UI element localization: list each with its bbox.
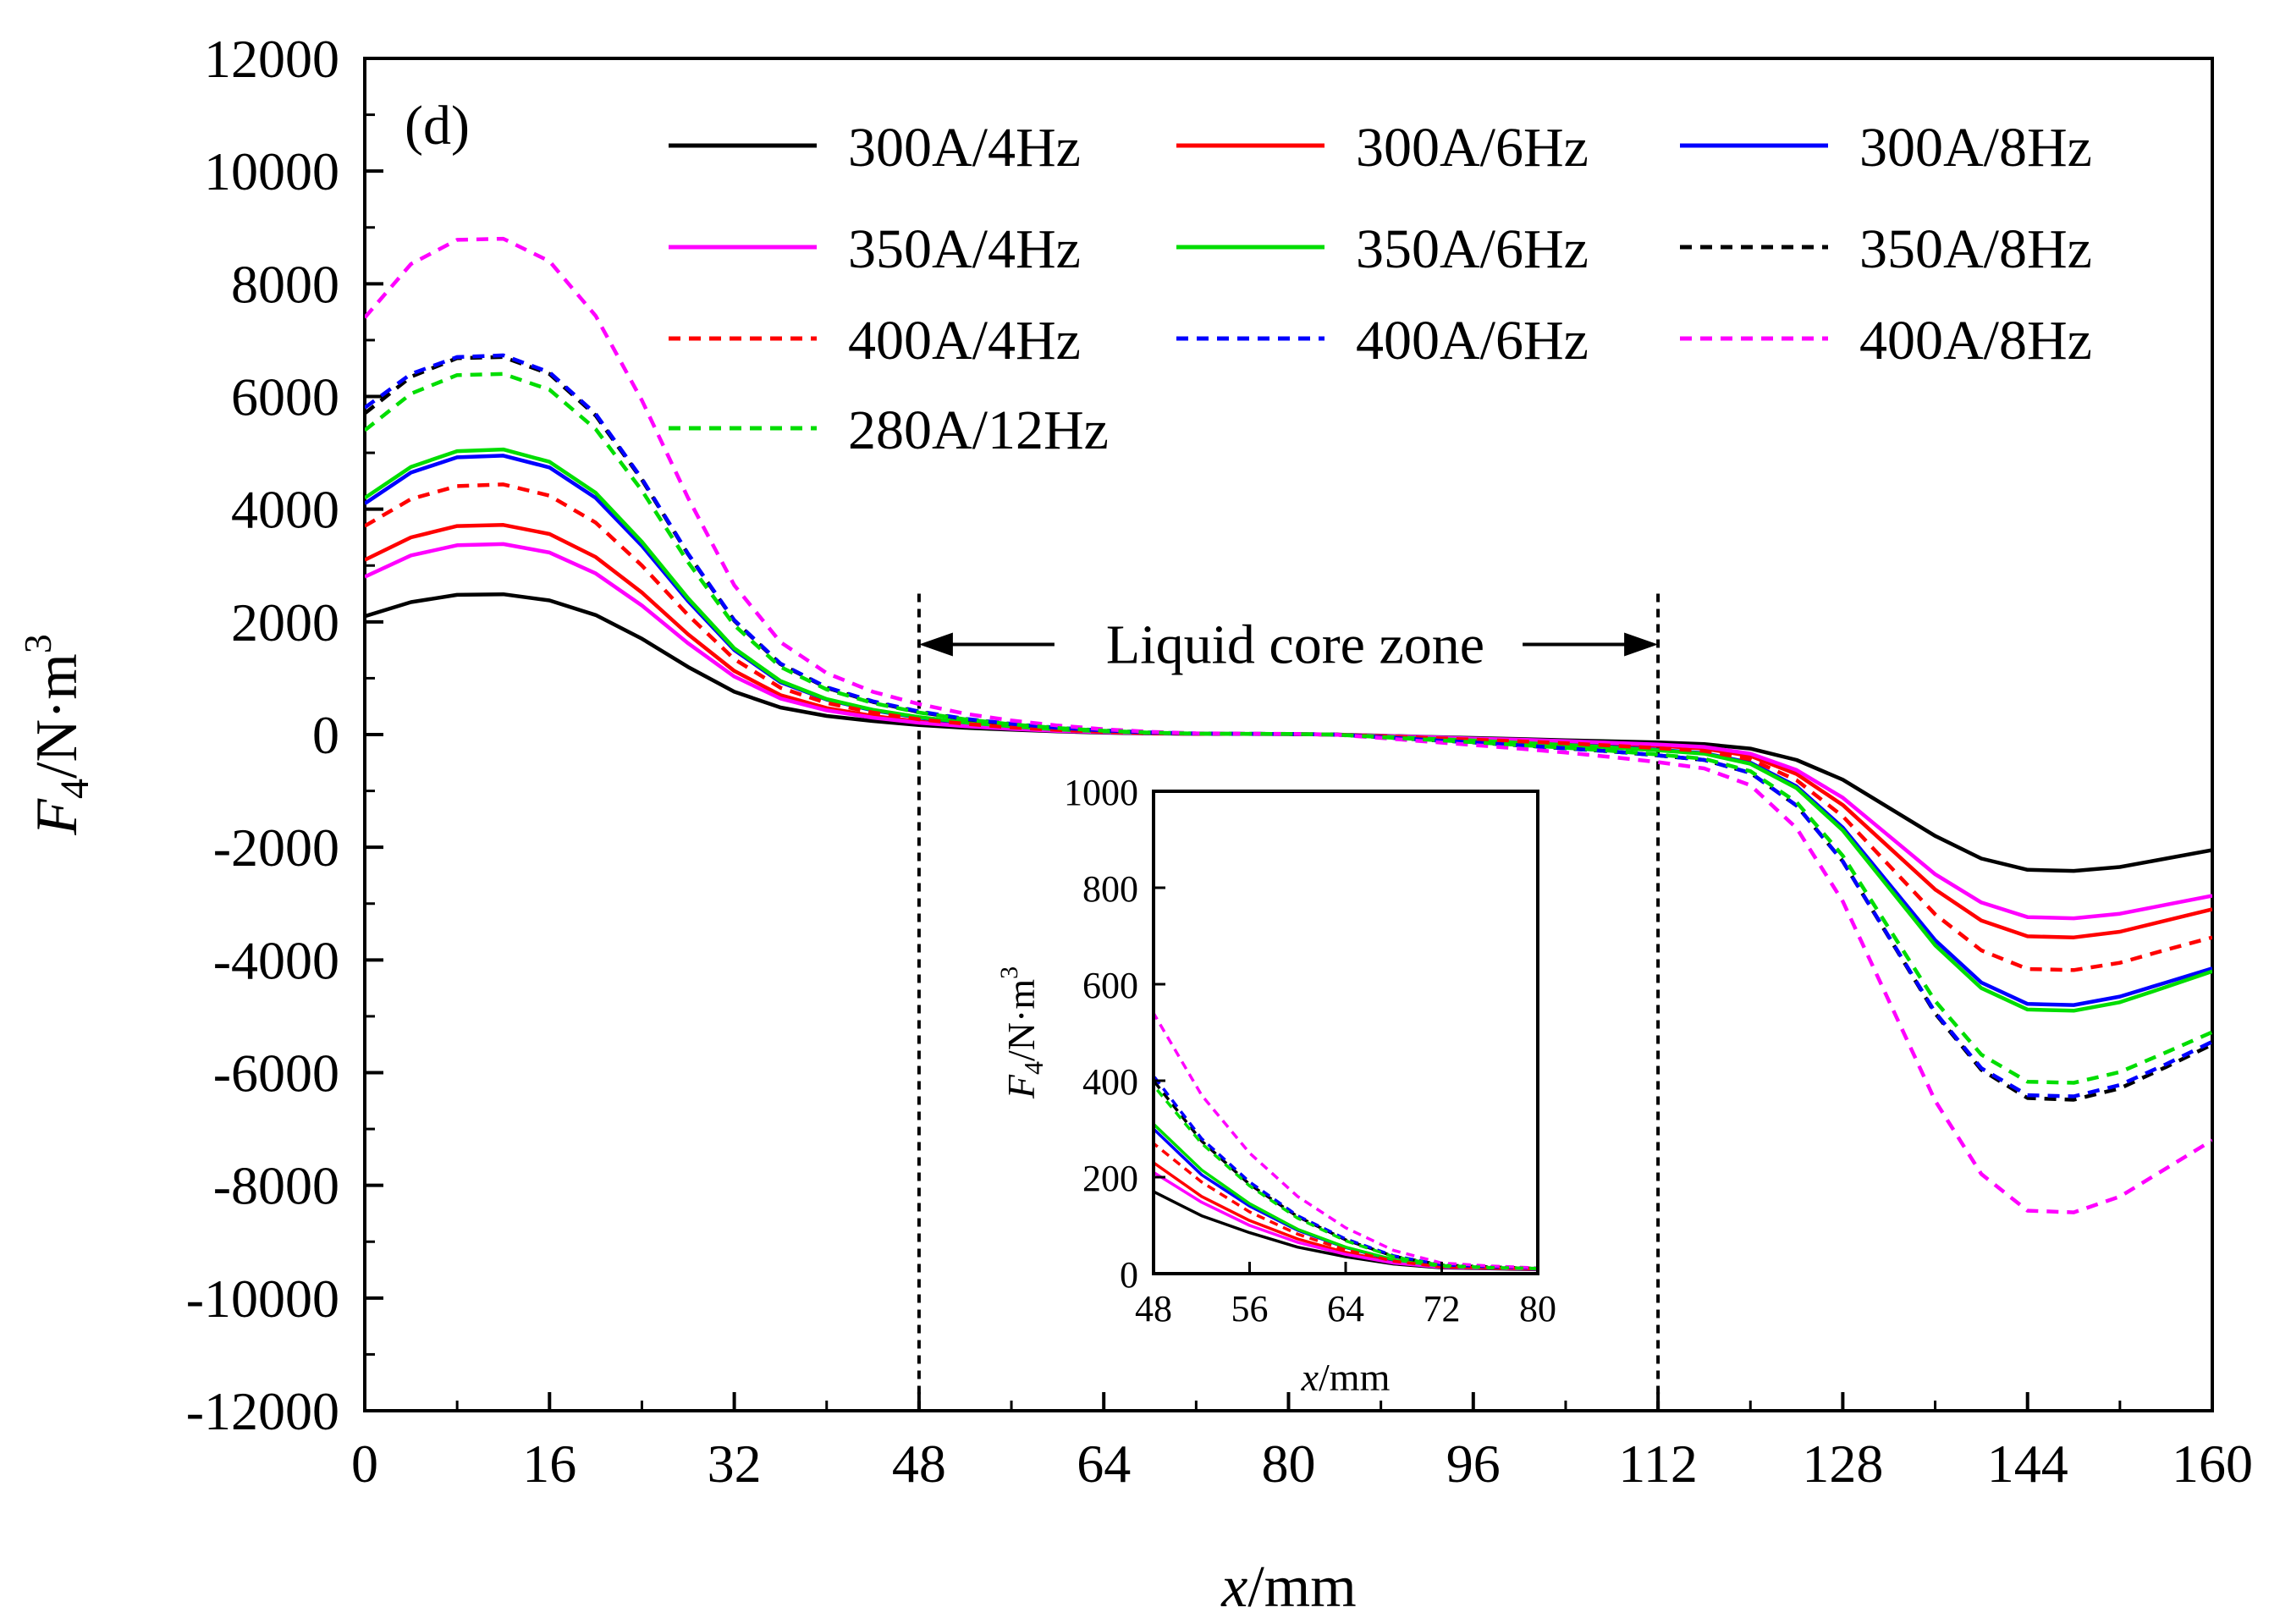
x-tick-label: 0 bbox=[351, 1434, 378, 1494]
inset-y-tick-label: 600 bbox=[1082, 965, 1138, 1006]
zone-text-background bbox=[1100, 614, 1490, 676]
inset-series-line-280a-12hz bbox=[1154, 1082, 1538, 1270]
inset-background bbox=[1154, 791, 1538, 1274]
series-line-400a-8hz bbox=[365, 236, 2212, 1214]
legend-label-300a-8hz: 300A/8Hz bbox=[1859, 117, 2092, 179]
x-tick-label: 144 bbox=[1987, 1434, 2068, 1494]
y-tick-label: 4000 bbox=[231, 480, 339, 540]
main-series bbox=[365, 236, 2212, 1214]
y-tick-label: -12000 bbox=[186, 1381, 339, 1441]
inset-y-axis-title: F4/N·m3 bbox=[995, 966, 1049, 1099]
legend-label-300a-6hz: 300A/6Hz bbox=[1356, 117, 1589, 179]
panel-label: (d) bbox=[405, 95, 470, 157]
x-axis-title: x/mm bbox=[1220, 1555, 1356, 1620]
inset-series bbox=[1154, 1009, 1538, 1272]
y-tick-label: 2000 bbox=[231, 592, 339, 652]
series-line-400a-4hz bbox=[365, 482, 2212, 972]
x-tick-label: 128 bbox=[1802, 1434, 1883, 1494]
main-ticks bbox=[363, 57, 2214, 1412]
liquid-core-zone-label: Liquid core zone bbox=[1106, 614, 1484, 675]
inset-y-tick-label: 400 bbox=[1082, 1061, 1138, 1103]
inset-x-tick-label: 72 bbox=[1424, 1288, 1461, 1329]
x-tick-label: 80 bbox=[1262, 1434, 1316, 1494]
x-tick-label: 160 bbox=[2172, 1434, 2253, 1494]
inset-y-tick-label: 800 bbox=[1082, 868, 1138, 910]
series-line-280a-12hz bbox=[365, 372, 2212, 1085]
inset-y-tick-label: 0 bbox=[1120, 1254, 1138, 1296]
zone-arrowhead-left bbox=[918, 632, 953, 657]
y-tick-label: 8000 bbox=[231, 254, 339, 314]
inset-series-line-350a-8hz bbox=[1154, 1077, 1538, 1270]
main-tick-labels: 0 16 32 48 64 80 96 112 128 144 160120001000080006… bbox=[186, 29, 2253, 1494]
inset-y-tick-label: 200 bbox=[1082, 1158, 1138, 1199]
legend-label-350a-6hz: 350A/6Hz bbox=[1356, 218, 1589, 280]
legend-label-400a-6hz: 400A/6Hz bbox=[1356, 310, 1589, 372]
inset-x-tick-label: 64 bbox=[1327, 1288, 1364, 1329]
x-tick-label: 16 bbox=[522, 1434, 576, 1494]
y-axis-title: F4/N·m3 bbox=[16, 634, 97, 836]
y-tick-label: -8000 bbox=[213, 1156, 339, 1216]
inset-y-tick-label: 1000 bbox=[1064, 772, 1138, 813]
y-tick-label: -4000 bbox=[213, 930, 339, 990]
inset-x-axis-title: x/mm bbox=[1301, 1356, 1391, 1399]
y-tick-label: 12000 bbox=[204, 29, 339, 89]
y-tick-label: -10000 bbox=[186, 1269, 339, 1329]
legend-label-280a-12hz: 280A/12Hz bbox=[848, 399, 1109, 461]
y-tick-label: 6000 bbox=[231, 367, 339, 427]
legend-label-300a-4hz: 300A/4Hz bbox=[848, 117, 1081, 179]
y-tick-label: -2000 bbox=[213, 818, 339, 878]
liquid-core-annotation: Liquid core zone bbox=[917, 593, 1660, 1411]
inset-series-line-400a-4hz bbox=[1154, 1141, 1538, 1271]
legend-label-350a-8hz: 350A/8Hz bbox=[1859, 218, 2092, 280]
y-tick-label: 10000 bbox=[204, 141, 339, 201]
x-tick-label: 112 bbox=[1618, 1434, 1698, 1494]
legend-label-400a-4hz: 400A/4Hz bbox=[848, 310, 1081, 372]
inset-x-tick-label: 48 bbox=[1135, 1288, 1172, 1329]
inset-ticks bbox=[1152, 790, 1539, 1275]
x-tick-label: 64 bbox=[1077, 1434, 1131, 1494]
legend: 300A/4Hz 300A/6Hz 300A/8Hz 350A/4Hz 350A/6Hz… bbox=[669, 117, 2092, 461]
x-tick-label: 48 bbox=[892, 1434, 946, 1494]
legend-label-350a-4hz: 350A/4Hz bbox=[848, 218, 1081, 280]
inset-x-tick-label: 56 bbox=[1231, 1288, 1269, 1329]
inset-x-tick-label: 80 bbox=[1519, 1288, 1556, 1329]
y-tick-label: 0 bbox=[312, 705, 339, 765]
y-tick-label: -6000 bbox=[213, 1043, 339, 1104]
legend-label-400a-8hz: 400A/8Hz bbox=[1859, 310, 2092, 372]
x-tick-label: 32 bbox=[708, 1434, 762, 1494]
zone-arrowhead-right bbox=[1624, 632, 1659, 657]
x-tick-label: 96 bbox=[1446, 1434, 1501, 1494]
